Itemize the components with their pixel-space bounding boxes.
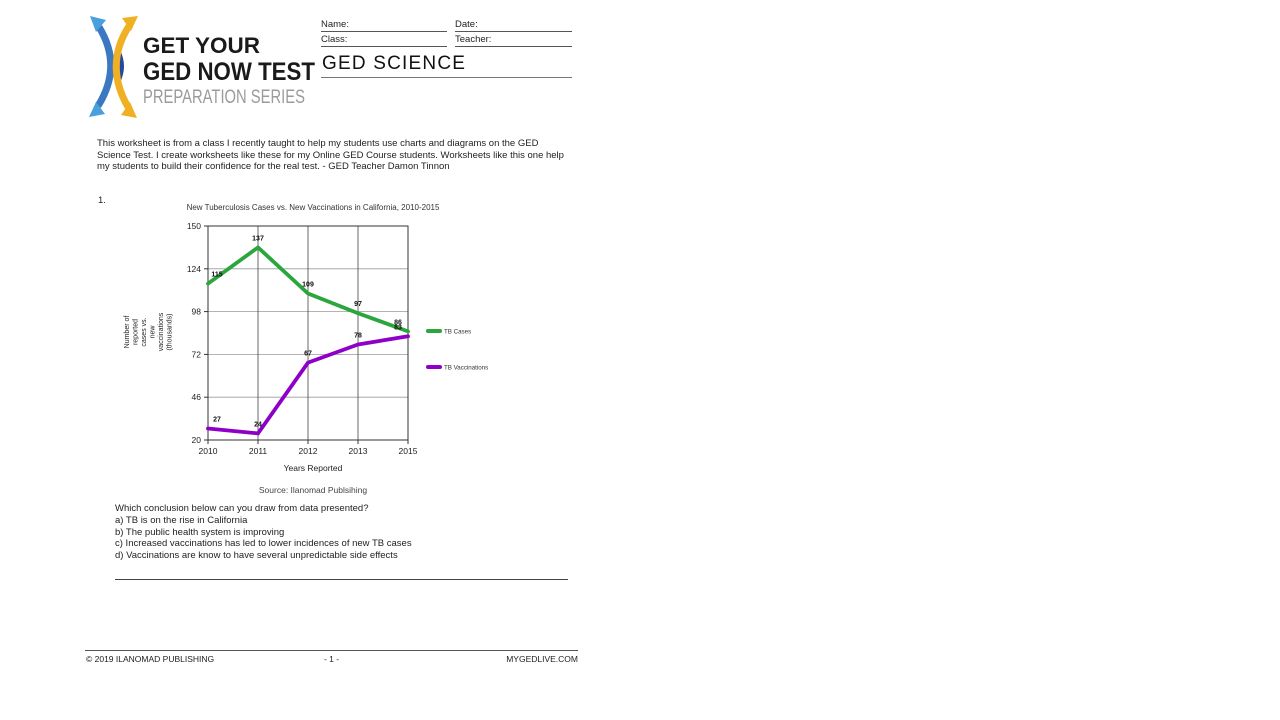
data-label: 137 <box>252 235 264 242</box>
footer-site: MYGEDLIVE.COM <box>506 654 578 664</box>
data-label: 24 <box>254 421 262 428</box>
y-tick-label: 72 <box>192 349 202 359</box>
data-label: 27 <box>213 416 221 423</box>
legend-label: TB Vaccinations <box>444 365 488 372</box>
question-number: 1. <box>98 195 106 206</box>
logo-line2: GED NOW TEST <box>143 58 315 86</box>
class-field: Class: <box>321 33 447 47</box>
x-tick-label: 2011 <box>249 446 268 456</box>
ged-logo: GET YOUR GED NOW TEST PREPARATION SERIES <box>89 16 315 118</box>
footer-copyright: © 2019 ILANOMAD PUBLISHING <box>86 654 215 664</box>
name-label: Name: <box>321 19 349 30</box>
y-tick-label: 98 <box>192 307 202 317</box>
teacher-field: Teacher: <box>455 33 572 47</box>
series-line-tb-vaccinations <box>206 334 410 436</box>
x-tick-label: 2010 <box>199 446 218 456</box>
y-tick-label: 124 <box>187 264 201 274</box>
data-label: 109 <box>302 281 314 288</box>
data-label: 115 <box>211 272 222 279</box>
class-label: Class: <box>321 34 348 45</box>
data-label: 83 <box>394 324 402 331</box>
data-label: 67 <box>304 351 312 358</box>
question-prompt: Which conclusion below can you draw from… <box>115 503 369 514</box>
y-tick-label: 150 <box>187 221 201 231</box>
date-label: Date: <box>455 19 478 30</box>
answer-line <box>115 579 568 580</box>
x-tick-label: 2013 <box>349 446 368 456</box>
series-line-tb-cases <box>206 245 410 334</box>
legend-label: TB Cases <box>444 329 471 336</box>
question-option-b: b) The public health system is improving <box>115 526 285 538</box>
question-option-c: c) Increased vaccinations has led to low… <box>115 538 412 550</box>
y-axis-title: Number of reported cases vs. new vaccination… <box>124 312 174 351</box>
question-block: Which conclusion below can you draw from… <box>115 503 585 562</box>
chart-source: Source: Ilanomad Publsihing <box>259 485 367 495</box>
name-field: Name: <box>321 18 447 32</box>
data-label: 86 <box>394 319 402 326</box>
question-option-d: d) Vaccinations are know to have several… <box>115 550 398 562</box>
intro-paragraph: This worksheet is from a class I recentl… <box>97 138 564 173</box>
chart-title: New Tuberculosis Cases vs. New Vaccinati… <box>187 203 440 212</box>
y-tick-label: 20 <box>192 435 202 445</box>
logo-line1: GET YOUR <box>143 33 260 58</box>
y-tick-label: 46 <box>192 392 202 402</box>
logo-line3: PREPARATION SERIES <box>143 87 305 108</box>
crossed-arrows-icon <box>89 16 138 118</box>
x-tick-label: 2012 <box>299 446 318 456</box>
data-label: 97 <box>354 301 362 308</box>
x-tick-label: 2015 <box>399 446 418 456</box>
date-field: Date: <box>455 18 572 32</box>
footer-divider <box>85 650 578 651</box>
question-option-a: a) TB is on the rise in California <box>115 514 248 526</box>
x-axis-title: Years Reported <box>284 463 343 473</box>
title-underline <box>321 77 572 78</box>
page-title: GED SCIENCE <box>322 53 467 74</box>
data-label: 78 <box>354 333 362 340</box>
teacher-label: Teacher: <box>455 34 492 45</box>
footer-page-number: - 1 - <box>323 654 340 664</box>
